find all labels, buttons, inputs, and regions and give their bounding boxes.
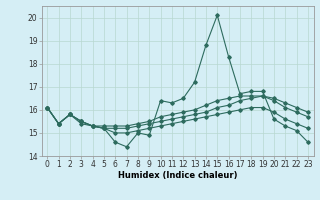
X-axis label: Humidex (Indice chaleur): Humidex (Indice chaleur) bbox=[118, 171, 237, 180]
